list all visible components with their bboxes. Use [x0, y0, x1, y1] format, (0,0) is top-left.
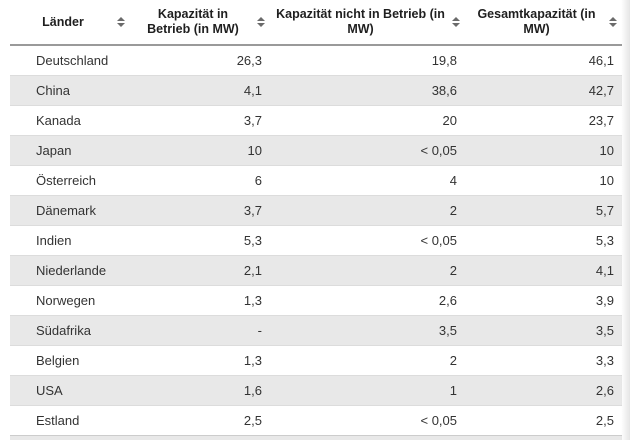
value-cell: 3,9	[465, 285, 622, 316]
value-cell: 1,3	[130, 285, 270, 316]
sort-arrows-icon[interactable]	[609, 17, 617, 27]
capacity-table: Länder Kapazität in Betrieb (in MW) Kapazi…	[10, 0, 622, 435]
value-cell: 38,6	[270, 75, 465, 106]
value-cell: 2,5	[465, 405, 622, 435]
value-cell: 20	[270, 105, 465, 136]
column-header-2[interactable]: Kapazität nicht in Betrieb (in MW)	[270, 0, 465, 46]
country-cell: Norwegen	[10, 285, 130, 316]
column-header-label: Kapazität in Betrieb (in MW)	[147, 7, 239, 36]
value-cell: 3,5	[465, 315, 622, 346]
value-cell: < 0,05	[270, 405, 465, 435]
value-cell: 2	[270, 195, 465, 226]
value-cell: < 0,05	[270, 225, 465, 256]
column-header-3[interactable]: Gesamtkapazität (in MW)	[465, 0, 622, 46]
value-cell: 2,6	[465, 375, 622, 406]
value-cell: 23,7	[465, 105, 622, 136]
country-cell: Estland	[10, 405, 130, 435]
country-cell: China	[10, 75, 130, 106]
value-cell: 2	[270, 345, 465, 376]
table-row: Niederlande 2,1 2 4,1	[10, 255, 622, 286]
column-header-label: Gesamtkapazität (in MW)	[477, 7, 596, 36]
value-cell: 2	[270, 255, 465, 286]
column-header-label: Kapazität nicht in Betrieb (in MW)	[276, 7, 445, 36]
table-row: Deutschland 26,3 19,8 46,1	[10, 45, 622, 76]
value-cell: < 0,05	[270, 135, 465, 166]
sort-arrows-icon[interactable]	[117, 17, 125, 27]
table-row: Dänemark 3,7 2 5,7	[10, 195, 622, 226]
value-cell: 2,6	[270, 285, 465, 316]
value-cell: 26,3	[236, 52, 262, 68]
value-cell: 4,1	[465, 255, 622, 286]
country-cell: Indien	[10, 225, 130, 256]
country-cell: Belgien	[10, 345, 130, 376]
table-row: Kanada 3,7 20 23,7	[10, 105, 622, 136]
country-cell: Japan	[10, 135, 130, 166]
table-row: Norwegen 1,3 2,6 3,9	[10, 285, 622, 316]
value-cell: 5,3	[465, 225, 622, 256]
table-row: Estland 2,5 < 0,05 2,5	[10, 405, 622, 435]
table-row: Belgien 1,3 2 3,3	[10, 345, 622, 376]
country-cell: Dänemark	[10, 195, 130, 226]
table-row: Südafrika -3,5 3,5	[10, 315, 622, 346]
header-row: Länder Kapazität in Betrieb (in MW) Kapazi…	[10, 0, 622, 46]
column-header-label: Länder	[42, 14, 84, 29]
country-cell: Niederlande	[10, 255, 130, 286]
value-cell: 10	[465, 135, 622, 166]
value-cell: 3,7	[130, 195, 270, 226]
value-cell: 6	[130, 165, 270, 196]
value-cell: 4,1	[130, 75, 270, 106]
scroll-shadow	[621, 0, 630, 440]
value-cell: 46,1	[588, 52, 614, 68]
value-cell: 5,3	[130, 225, 270, 256]
value-cell: 10	[465, 165, 622, 196]
sort-arrows-icon[interactable]	[452, 17, 460, 27]
value-cell: 2,1	[130, 255, 270, 286]
table-row: Japan 10 < 0,05 10	[10, 135, 622, 166]
sort-arrows-icon[interactable]	[257, 17, 265, 27]
country-cell: Kanada	[10, 105, 130, 136]
value-cell: 3,7	[130, 105, 270, 136]
country-cell: Deutschland	[36, 52, 109, 68]
table-row: China 4,1 38,6 42,7	[10, 75, 622, 106]
value-cell: 2,5	[130, 405, 270, 435]
value-cell: 3,5	[270, 315, 465, 346]
value-cell: 1,3	[130, 345, 270, 376]
column-header-0[interactable]: Länder	[10, 0, 130, 46]
value-cell: 5,7	[465, 195, 622, 226]
value-cell: 10	[130, 135, 270, 166]
value-cell: 4	[270, 165, 465, 196]
table-row: USA 1,6 1 2,6	[10, 375, 622, 406]
next-row-peek	[10, 435, 622, 440]
value-cell: 1,6	[130, 375, 270, 406]
table-row: Österreich 6 4 10	[10, 165, 622, 196]
value-cell: 1	[270, 375, 465, 406]
value-cell: 19,8	[431, 52, 457, 68]
table-body: Deutschland 26,3 19,8 46,1 China 4,1 38,6 42,7 K…	[10, 45, 622, 435]
country-cell: Österreich	[10, 165, 130, 196]
column-header-1[interactable]: Kapazität in Betrieb (in MW)	[130, 0, 270, 46]
table-row: Indien 5,3 < 0,05 5,3	[10, 225, 622, 256]
country-cell: Südafrika	[10, 315, 130, 346]
value-cell: 42,7	[465, 75, 622, 106]
value-cell: -	[130, 315, 270, 346]
country-cell: USA	[10, 375, 130, 406]
value-cell: 3,3	[465, 345, 622, 376]
